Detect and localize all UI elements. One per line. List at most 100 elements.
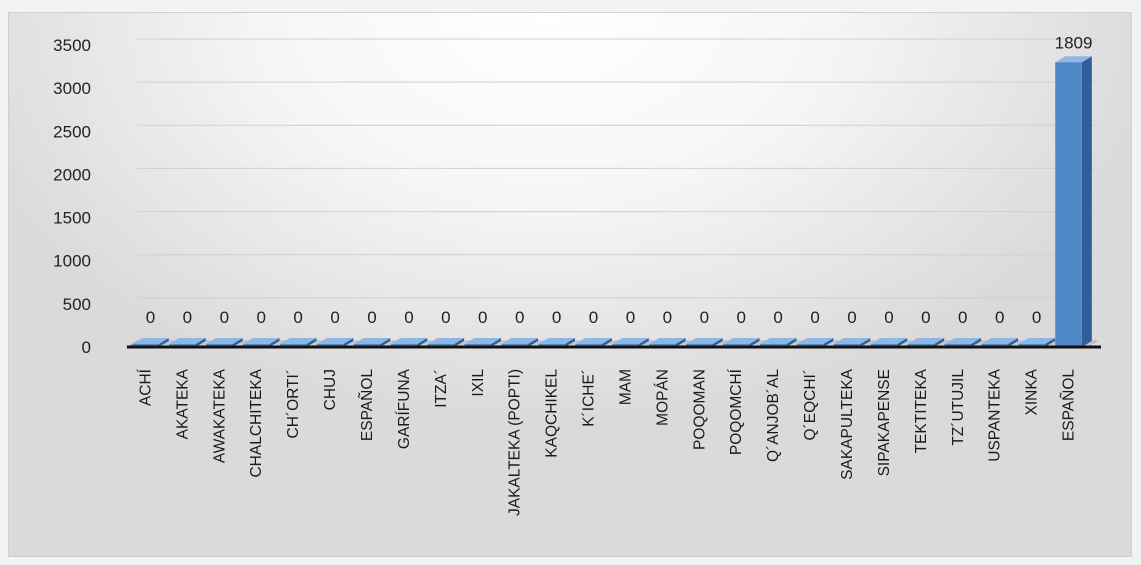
data-label: 0 bbox=[626, 308, 635, 327]
data-label: 0 bbox=[367, 308, 376, 327]
category-label: CHALCHITEKA bbox=[248, 368, 265, 477]
data-label: 0 bbox=[736, 308, 745, 327]
bar-side bbox=[1007, 338, 1018, 347]
bar-side bbox=[934, 338, 945, 347]
y-tick-label: 3500 bbox=[53, 36, 91, 55]
category-label: XINKA bbox=[1024, 368, 1041, 415]
category-label: SIPAKAPENSE bbox=[876, 369, 893, 476]
bar-side bbox=[860, 338, 871, 347]
data-label: 0 bbox=[663, 308, 672, 327]
bar-top bbox=[1055, 56, 1092, 63]
bar-top bbox=[833, 338, 871, 344]
bar-side bbox=[417, 338, 428, 347]
data-label: 0 bbox=[515, 308, 524, 327]
bar bbox=[1055, 62, 1082, 347]
y-tick-label: 500 bbox=[63, 295, 91, 314]
bar-side bbox=[195, 338, 206, 347]
data-label: 0 bbox=[700, 308, 709, 327]
bar-side bbox=[971, 338, 982, 347]
y-tick-label: 3000 bbox=[53, 79, 91, 98]
bar-side bbox=[564, 338, 575, 347]
y-tick-label: 1500 bbox=[53, 209, 91, 228]
data-label: 0 bbox=[293, 308, 302, 327]
data-label: 0 bbox=[404, 308, 413, 327]
bar-side bbox=[675, 338, 686, 347]
bar-top bbox=[944, 338, 982, 344]
bar-top bbox=[612, 338, 649, 344]
category-label: Q´EQCHI´ bbox=[802, 369, 819, 440]
bar-top bbox=[206, 338, 243, 344]
data-label: 0 bbox=[183, 308, 192, 327]
bar-top bbox=[981, 338, 1018, 344]
data-label: 0 bbox=[773, 308, 782, 327]
bar-top bbox=[649, 338, 686, 344]
bar-side bbox=[897, 338, 908, 347]
category-label: TZ´UTUJIL bbox=[950, 369, 967, 446]
category-label: IXIL bbox=[470, 369, 487, 397]
bar-side bbox=[491, 338, 502, 347]
category-label: MAM bbox=[617, 369, 634, 405]
data-label: 0 bbox=[921, 308, 930, 327]
bar-side bbox=[786, 338, 797, 347]
data-label: 0 bbox=[589, 308, 598, 327]
bar-top bbox=[759, 338, 797, 344]
bar-chart: 0 500 1000 1500 2000 2500 3000 3500 0 ACHÍ 0 AKATEK… bbox=[53, 33, 1101, 516]
category-label: SAKAPULTEKA bbox=[839, 368, 856, 480]
data-label: 0 bbox=[958, 308, 967, 327]
bar-side bbox=[749, 338, 760, 347]
y-tick-label: 2500 bbox=[53, 122, 91, 141]
bar-top bbox=[501, 338, 538, 344]
category-label: ESPAÑOL bbox=[359, 369, 376, 441]
data-label: 0 bbox=[884, 308, 893, 327]
bar-side bbox=[380, 338, 391, 347]
bar-top bbox=[686, 338, 723, 344]
data-label: 0 bbox=[552, 308, 561, 327]
bar-side bbox=[158, 338, 169, 347]
bar-top bbox=[1018, 338, 1055, 344]
bar-side bbox=[601, 338, 612, 347]
bar-side bbox=[712, 338, 723, 347]
bar-top bbox=[132, 338, 169, 344]
bar-top bbox=[390, 338, 428, 344]
data-label: 0 bbox=[146, 308, 155, 327]
category-label: AWAKATEKA bbox=[211, 368, 228, 463]
data-label: 0 bbox=[330, 308, 339, 327]
bar-side bbox=[232, 338, 243, 347]
category-label: ITZA´ bbox=[433, 369, 450, 408]
data-label: 0 bbox=[810, 308, 819, 327]
category-label: AKATEKA bbox=[174, 368, 191, 439]
bar-top bbox=[242, 338, 280, 344]
data-label: 1809 bbox=[1055, 33, 1093, 52]
y-tick-label: 1000 bbox=[53, 252, 91, 271]
category-label: ACHÍ bbox=[137, 368, 154, 406]
data-label: 0 bbox=[441, 308, 450, 327]
bar-side bbox=[306, 338, 317, 347]
category-label: USPANTEKA bbox=[987, 368, 1004, 461]
bar-top bbox=[722, 338, 760, 344]
y-tick-label: 0 bbox=[82, 338, 91, 357]
category-label: MOPÁN bbox=[654, 369, 671, 426]
category-label: CH´ORTI´ bbox=[285, 369, 302, 438]
bar-side bbox=[527, 338, 538, 347]
data-label: 0 bbox=[847, 308, 856, 327]
chart-area: 0 500 1000 1500 2000 2500 3000 3500 0 ACHÍ 0 AKATEK… bbox=[8, 12, 1132, 557]
data-label: 0 bbox=[995, 308, 1004, 327]
bar-side bbox=[638, 338, 649, 347]
bar-side bbox=[1044, 338, 1055, 347]
data-label: 0 bbox=[256, 308, 265, 327]
category-label: Q´ANJOB´AL bbox=[765, 369, 782, 462]
bar-side bbox=[454, 338, 465, 347]
bar-side bbox=[823, 338, 834, 347]
bar-top bbox=[427, 338, 465, 344]
bar-top bbox=[464, 338, 502, 344]
data-label: 0 bbox=[220, 308, 229, 327]
data-label: 0 bbox=[478, 308, 487, 327]
category-label: TEKTITEKA bbox=[913, 368, 930, 453]
category-label: POQOMCHÍ bbox=[728, 368, 745, 455]
bar-top bbox=[538, 338, 575, 344]
category-label: JAKALTEKA (POPTI) bbox=[507, 369, 524, 516]
category-label: K´ICHE´ bbox=[581, 369, 598, 427]
bar-top bbox=[316, 338, 354, 344]
bar-top bbox=[870, 338, 908, 344]
y-tick-label: 2000 bbox=[53, 165, 91, 184]
